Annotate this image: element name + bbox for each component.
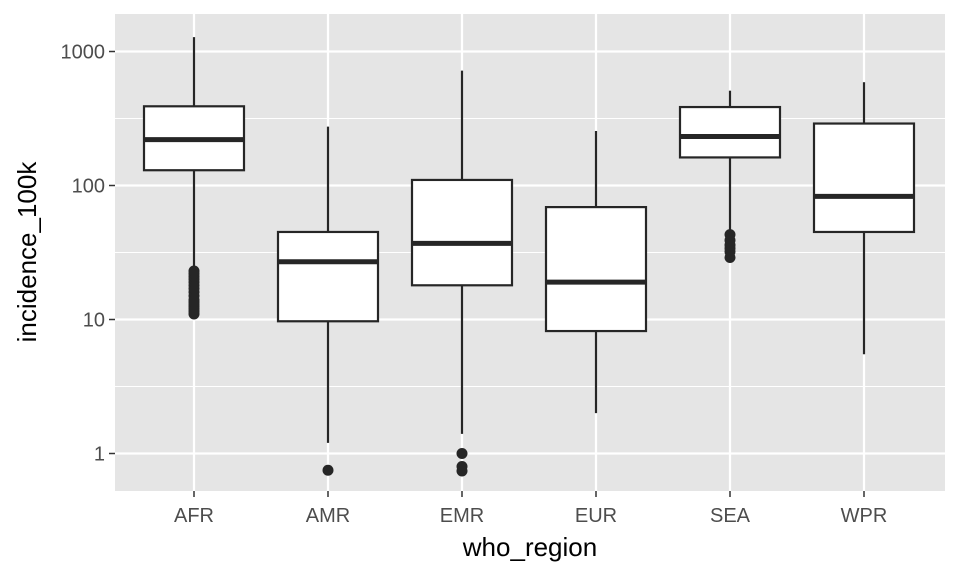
- y-tick-label: 1: [94, 444, 105, 466]
- box-amr: [276, 126, 380, 476]
- box-eur: [544, 131, 648, 414]
- box-iqr: [544, 205, 648, 333]
- box-series: [142, 37, 916, 477]
- outlier-point: [456, 448, 468, 459]
- y-axis-title: incidence_100k: [12, 161, 42, 343]
- outlier-point: [724, 252, 736, 264]
- box-wpr: [812, 82, 916, 355]
- y-tick-label: 1000: [61, 42, 106, 64]
- x-tick-label: EMR: [440, 505, 484, 527]
- box-iqr: [410, 178, 514, 287]
- x-axis-title: who_region: [462, 532, 597, 562]
- y-axis: 1 10 100 1000: [61, 42, 115, 466]
- y-tick-label: 10: [83, 310, 105, 332]
- x-axis: AFR AMR EMR EUR SEA WPR: [174, 491, 887, 527]
- box-iqr: [812, 122, 916, 234]
- box-sea: [678, 90, 782, 264]
- minor-gridlines: [115, 117, 945, 388]
- outlier-point: [188, 265, 200, 277]
- y-tick-label: 100: [72, 176, 105, 198]
- box-iqr: [678, 105, 782, 159]
- outlier-point: [456, 465, 468, 477]
- box-iqr: [276, 230, 380, 323]
- x-tick-label: WPR: [841, 505, 888, 527]
- x-tick-label: EUR: [575, 505, 617, 527]
- x-tick-label: AMR: [306, 505, 350, 527]
- box-afr: [142, 37, 246, 320]
- outlier-point: [322, 464, 334, 476]
- box-emr: [410, 70, 514, 477]
- x-tick-label: AFR: [174, 505, 214, 527]
- x-tick-label: SEA: [710, 505, 751, 527]
